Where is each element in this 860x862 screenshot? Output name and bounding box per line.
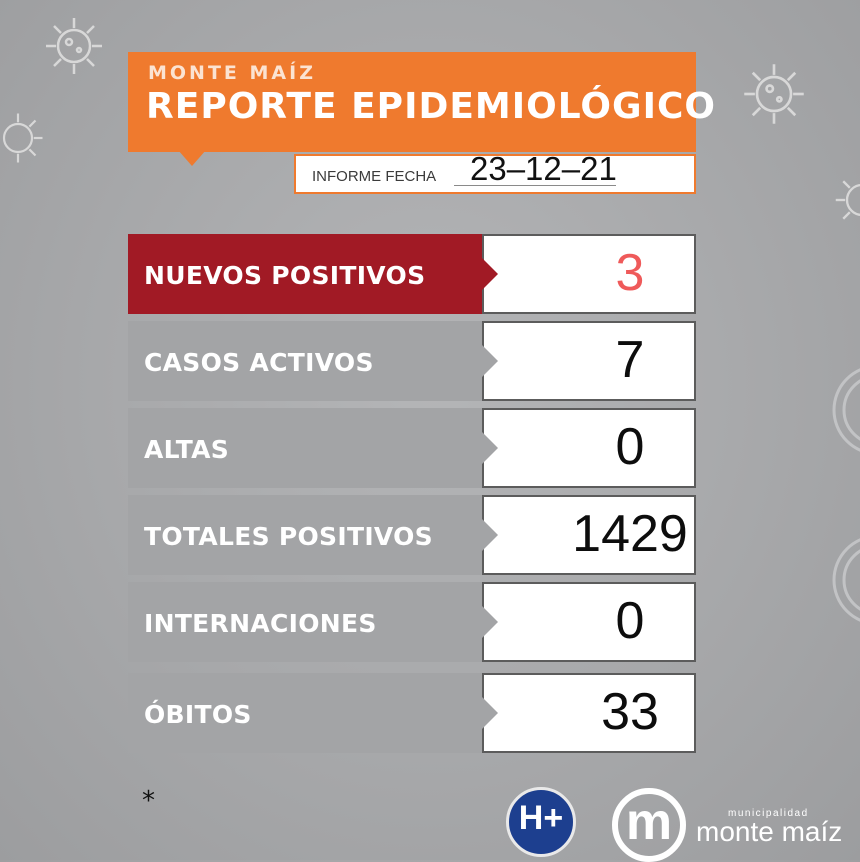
stat-value-box: 7 (482, 321, 696, 401)
header-pointer (178, 150, 206, 166)
report-date-label: INFORME FECHA (312, 168, 437, 185)
report-title: REPORTE EPIDEMIOLÓGICO (146, 86, 716, 127)
stat-label-box: ALTAS (128, 408, 482, 488)
town-name: MONTE MAÍZ (148, 62, 316, 84)
row-arrow (480, 517, 498, 553)
hospital-logo: H+ (506, 787, 576, 857)
date-underline (454, 185, 616, 186)
stat-value: 0 (615, 418, 645, 476)
hospital-logo-text: H+ (518, 799, 564, 837)
virus-icon (744, 64, 804, 124)
municipality-logo-mark: m (625, 793, 673, 851)
stat-row-nuevos-positivos: NUEVOS POSITIVOS 3 (128, 234, 696, 314)
stat-row-internaciones: INTERNACIONES 0 (128, 582, 696, 662)
stat-label: ÓBITOS (144, 700, 252, 729)
stat-value-box: 33 (482, 673, 696, 753)
municipality-logo: m (612, 788, 686, 862)
municipality-label: municipalidad (728, 808, 809, 819)
stat-label-box: CASOS ACTIVOS (128, 321, 482, 401)
stat-value: 3 (615, 244, 645, 302)
stat-value: 0 (615, 592, 645, 650)
stat-value-box: 1429 (482, 495, 696, 575)
stat-row-obitos: ÓBITOS 33 (128, 673, 696, 753)
stat-label-box: NUEVOS POSITIVOS (128, 234, 482, 314)
stat-value: 7 (615, 331, 645, 389)
stat-row-altas: ALTAS 0 (128, 408, 696, 488)
virus-icon (835, 180, 860, 220)
stat-row-totales-positivos: TOTALES POSITIVOS 1429 (128, 495, 696, 575)
stat-label: CASOS ACTIVOS (144, 348, 374, 377)
stat-value-box: 3 (482, 234, 696, 314)
stat-value-box: 0 (482, 408, 696, 488)
stat-label-box: TOTALES POSITIVOS (128, 495, 482, 575)
row-arrow (480, 343, 498, 379)
stat-value: 33 (601, 683, 659, 741)
row-arrow (480, 430, 498, 466)
stat-row-casos-activos: CASOS ACTIVOS 7 (128, 321, 696, 401)
virus-icon (2, 113, 43, 163)
row-arrow (480, 695, 498, 731)
stat-label: ALTAS (144, 435, 230, 464)
stat-label: TOTALES POSITIVOS (144, 522, 433, 551)
stat-value-box: 0 (482, 582, 696, 662)
stat-value: 1429 (572, 505, 688, 563)
row-arrow (480, 604, 498, 640)
footnote-asterisk: * (142, 786, 155, 816)
virus-icon (46, 18, 102, 74)
report-header: MONTE MAÍZ REPORTE EPIDEMIOLÓGICO (128, 52, 715, 152)
municipality-name: monte maíz (696, 816, 843, 847)
stat-label-box: INTERNACIONES (128, 582, 482, 662)
row-arrow (480, 256, 498, 292)
stat-label: NUEVOS POSITIVOS (144, 261, 426, 290)
stat-label-box: ÓBITOS (128, 673, 482, 753)
stat-label: INTERNACIONES (144, 609, 377, 638)
report-date-value: 23–12–21 (470, 150, 617, 187)
report-date-box: INFORME FECHA 23–12–21 (294, 150, 696, 194)
decorative-rings (832, 368, 860, 622)
